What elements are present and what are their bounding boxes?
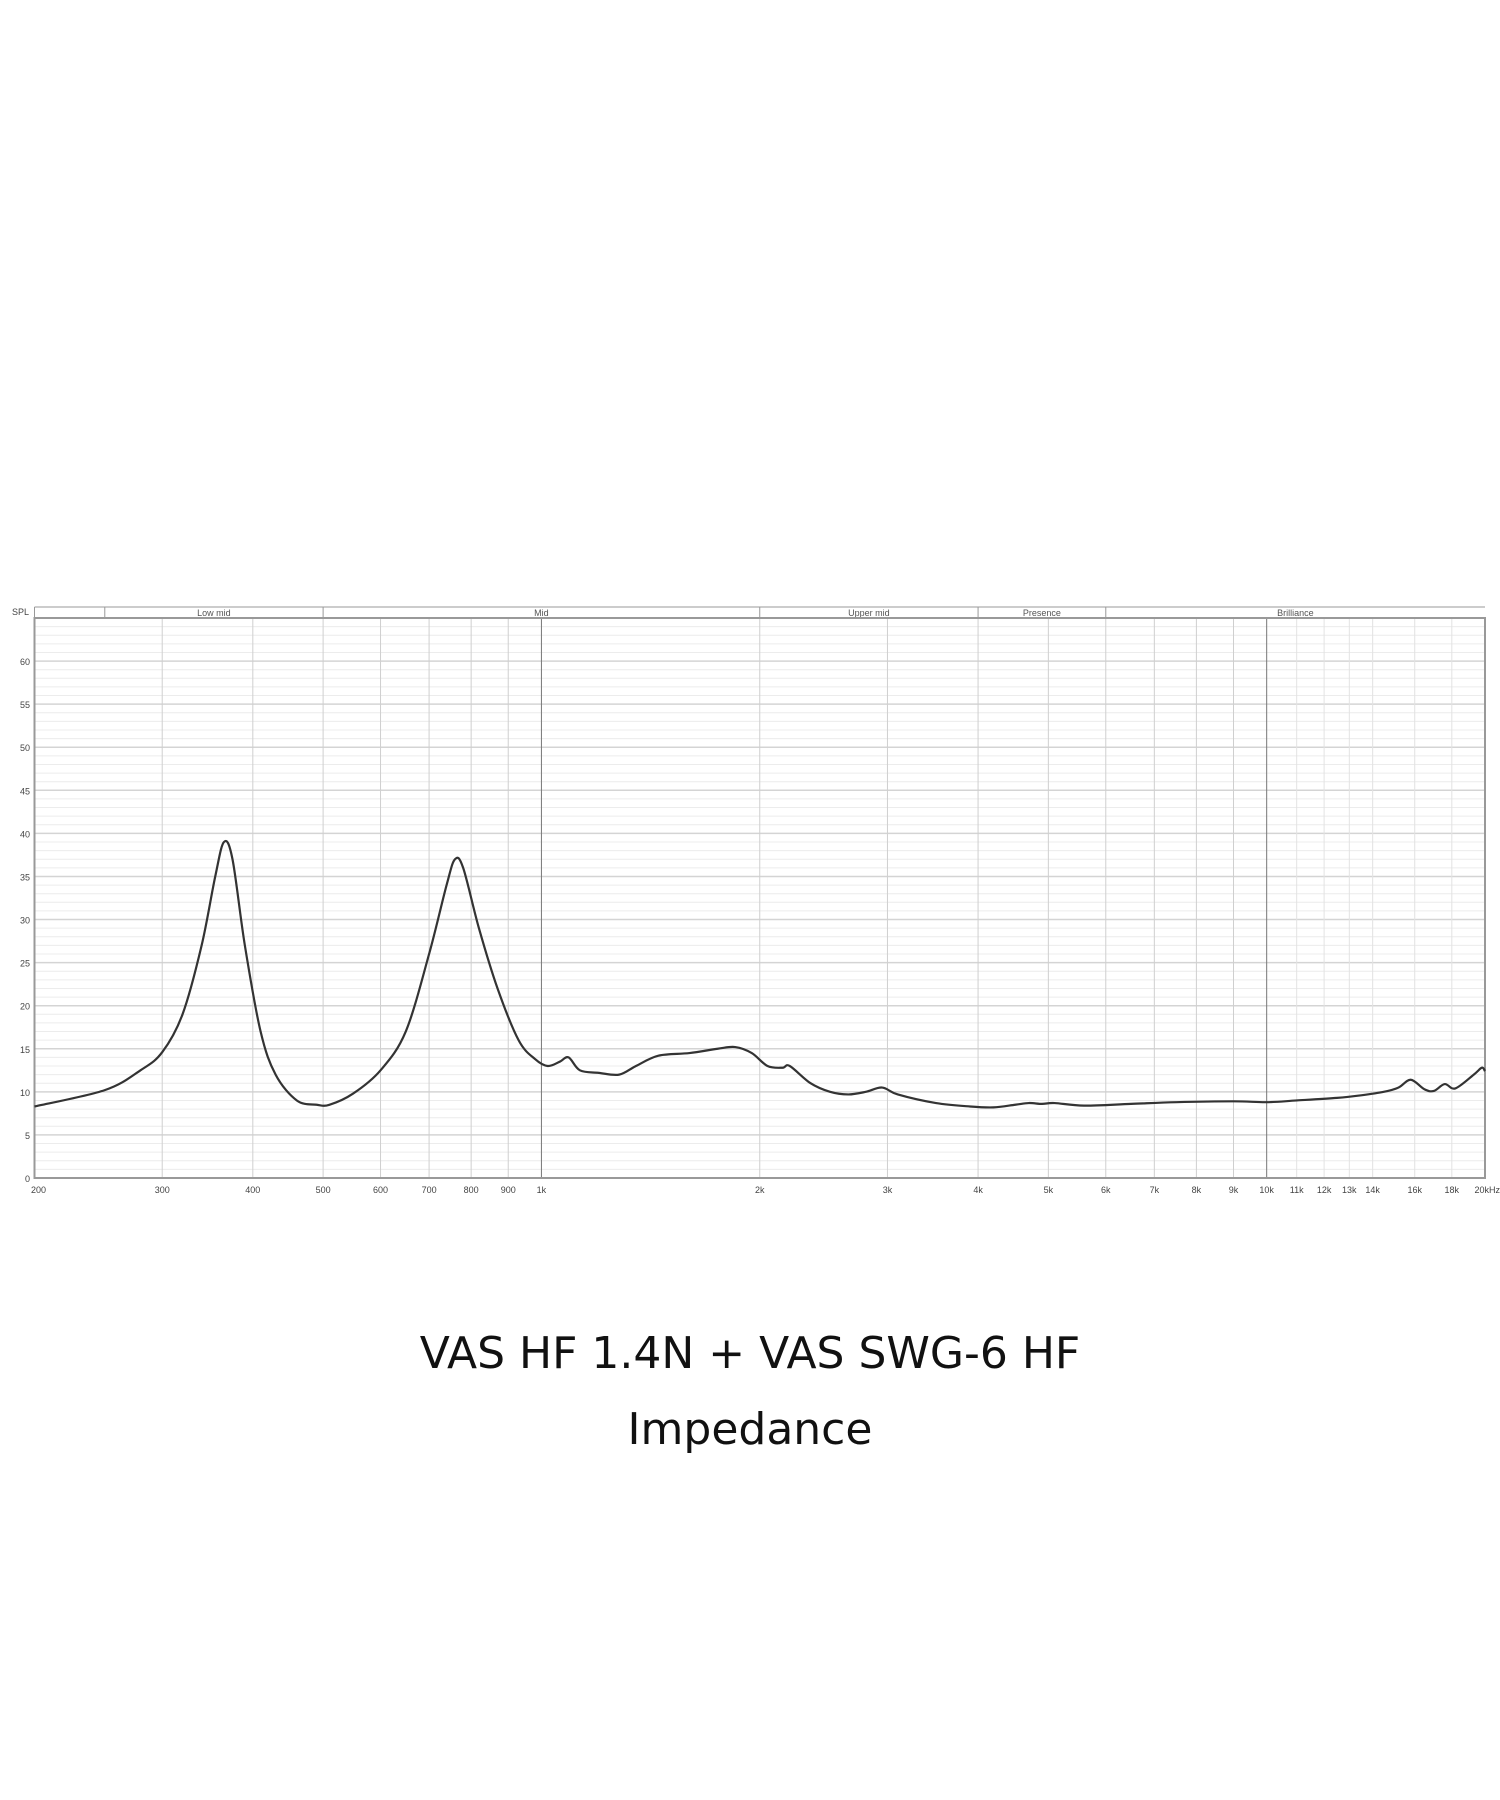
band-label: Mid <box>534 608 549 618</box>
x-tick-label: 11k <box>1290 1185 1304 1195</box>
x-tick-label: 400 <box>245 1185 260 1195</box>
x-tick-label: 4k <box>973 1185 983 1195</box>
impedance-curve <box>34 839 1486 1109</box>
y-tick-label: 50 <box>20 743 30 753</box>
y-tick-label: 40 <box>20 829 30 839</box>
x-tick-label: 8k <box>1192 1185 1202 1195</box>
x-tick-label: 20kHz <box>1474 1185 1500 1195</box>
x-tick-label: 14k <box>1365 1185 1380 1195</box>
y-tick-label: 10 <box>20 1088 30 1098</box>
band-label: Presence <box>1023 608 1061 618</box>
y-tick-label: 5 <box>25 1131 30 1141</box>
y-axis-label: SPL <box>12 607 29 617</box>
y-tick-label: 20 <box>20 1002 30 1012</box>
band-label: Upper mid <box>848 608 890 618</box>
x-tick-label: 13k <box>1342 1185 1357 1195</box>
x-tick-label: 500 <box>316 1185 331 1195</box>
x-tick-label: 18k <box>1445 1185 1460 1195</box>
y-ticks: 0 5 10 15 20 25 30 35 40 45 50 55 60 <box>20 657 30 1184</box>
band-label: Low mid <box>197 608 231 618</box>
y-tick-label: 45 <box>20 786 30 796</box>
x-tick-label: 900 <box>501 1185 516 1195</box>
x-tick-label: 200 <box>31 1185 46 1195</box>
y-tick-label: 30 <box>20 916 30 926</box>
y-tick-label: 60 <box>20 657 30 667</box>
x-tick-label: 6k <box>1101 1185 1111 1195</box>
x-tick-label: 16k <box>1407 1185 1422 1195</box>
x-tick-label: 600 <box>373 1185 388 1195</box>
y-tick-label: 15 <box>20 1045 30 1055</box>
y-tick-label: 55 <box>20 700 30 710</box>
y-tick-label: 35 <box>20 872 30 882</box>
x-ticks: 200 300 400 500 600 700 800 900 1k 2k 3k 4k 5k 6k 7k 8k… <box>31 1185 1500 1195</box>
x-tick-label: 1k <box>537 1185 547 1195</box>
x-tick-label: 800 <box>464 1185 479 1195</box>
x-tick-label: 2k <box>755 1185 765 1195</box>
x-tick-label: 5k <box>1044 1185 1054 1195</box>
x-tick-label: 700 <box>422 1185 437 1195</box>
x-tick-label: 10k <box>1259 1185 1274 1195</box>
chart-subtitle: Impedance <box>627 1404 873 1455</box>
chart-title: VAS HF 1.4N + VAS SWG-6 HF <box>419 1328 1081 1379</box>
x-tick-label: 9k <box>1229 1185 1239 1195</box>
y-tick-label: 0 <box>25 1174 30 1184</box>
x-tick-label: 300 <box>155 1185 170 1195</box>
plot-frame <box>33 617 1486 1179</box>
y-tick-label: 25 <box>20 959 30 969</box>
x-tick-label: 12k <box>1317 1185 1332 1195</box>
x-tick-label: 7k <box>1150 1185 1160 1195</box>
band-label: Brilliance <box>1277 608 1314 618</box>
grid <box>34 617 1485 1178</box>
x-tick-label: 3k <box>883 1185 893 1195</box>
frequency-band-bar: Low mid Mid Upper mid Presence Brilliance <box>34 606 1485 618</box>
